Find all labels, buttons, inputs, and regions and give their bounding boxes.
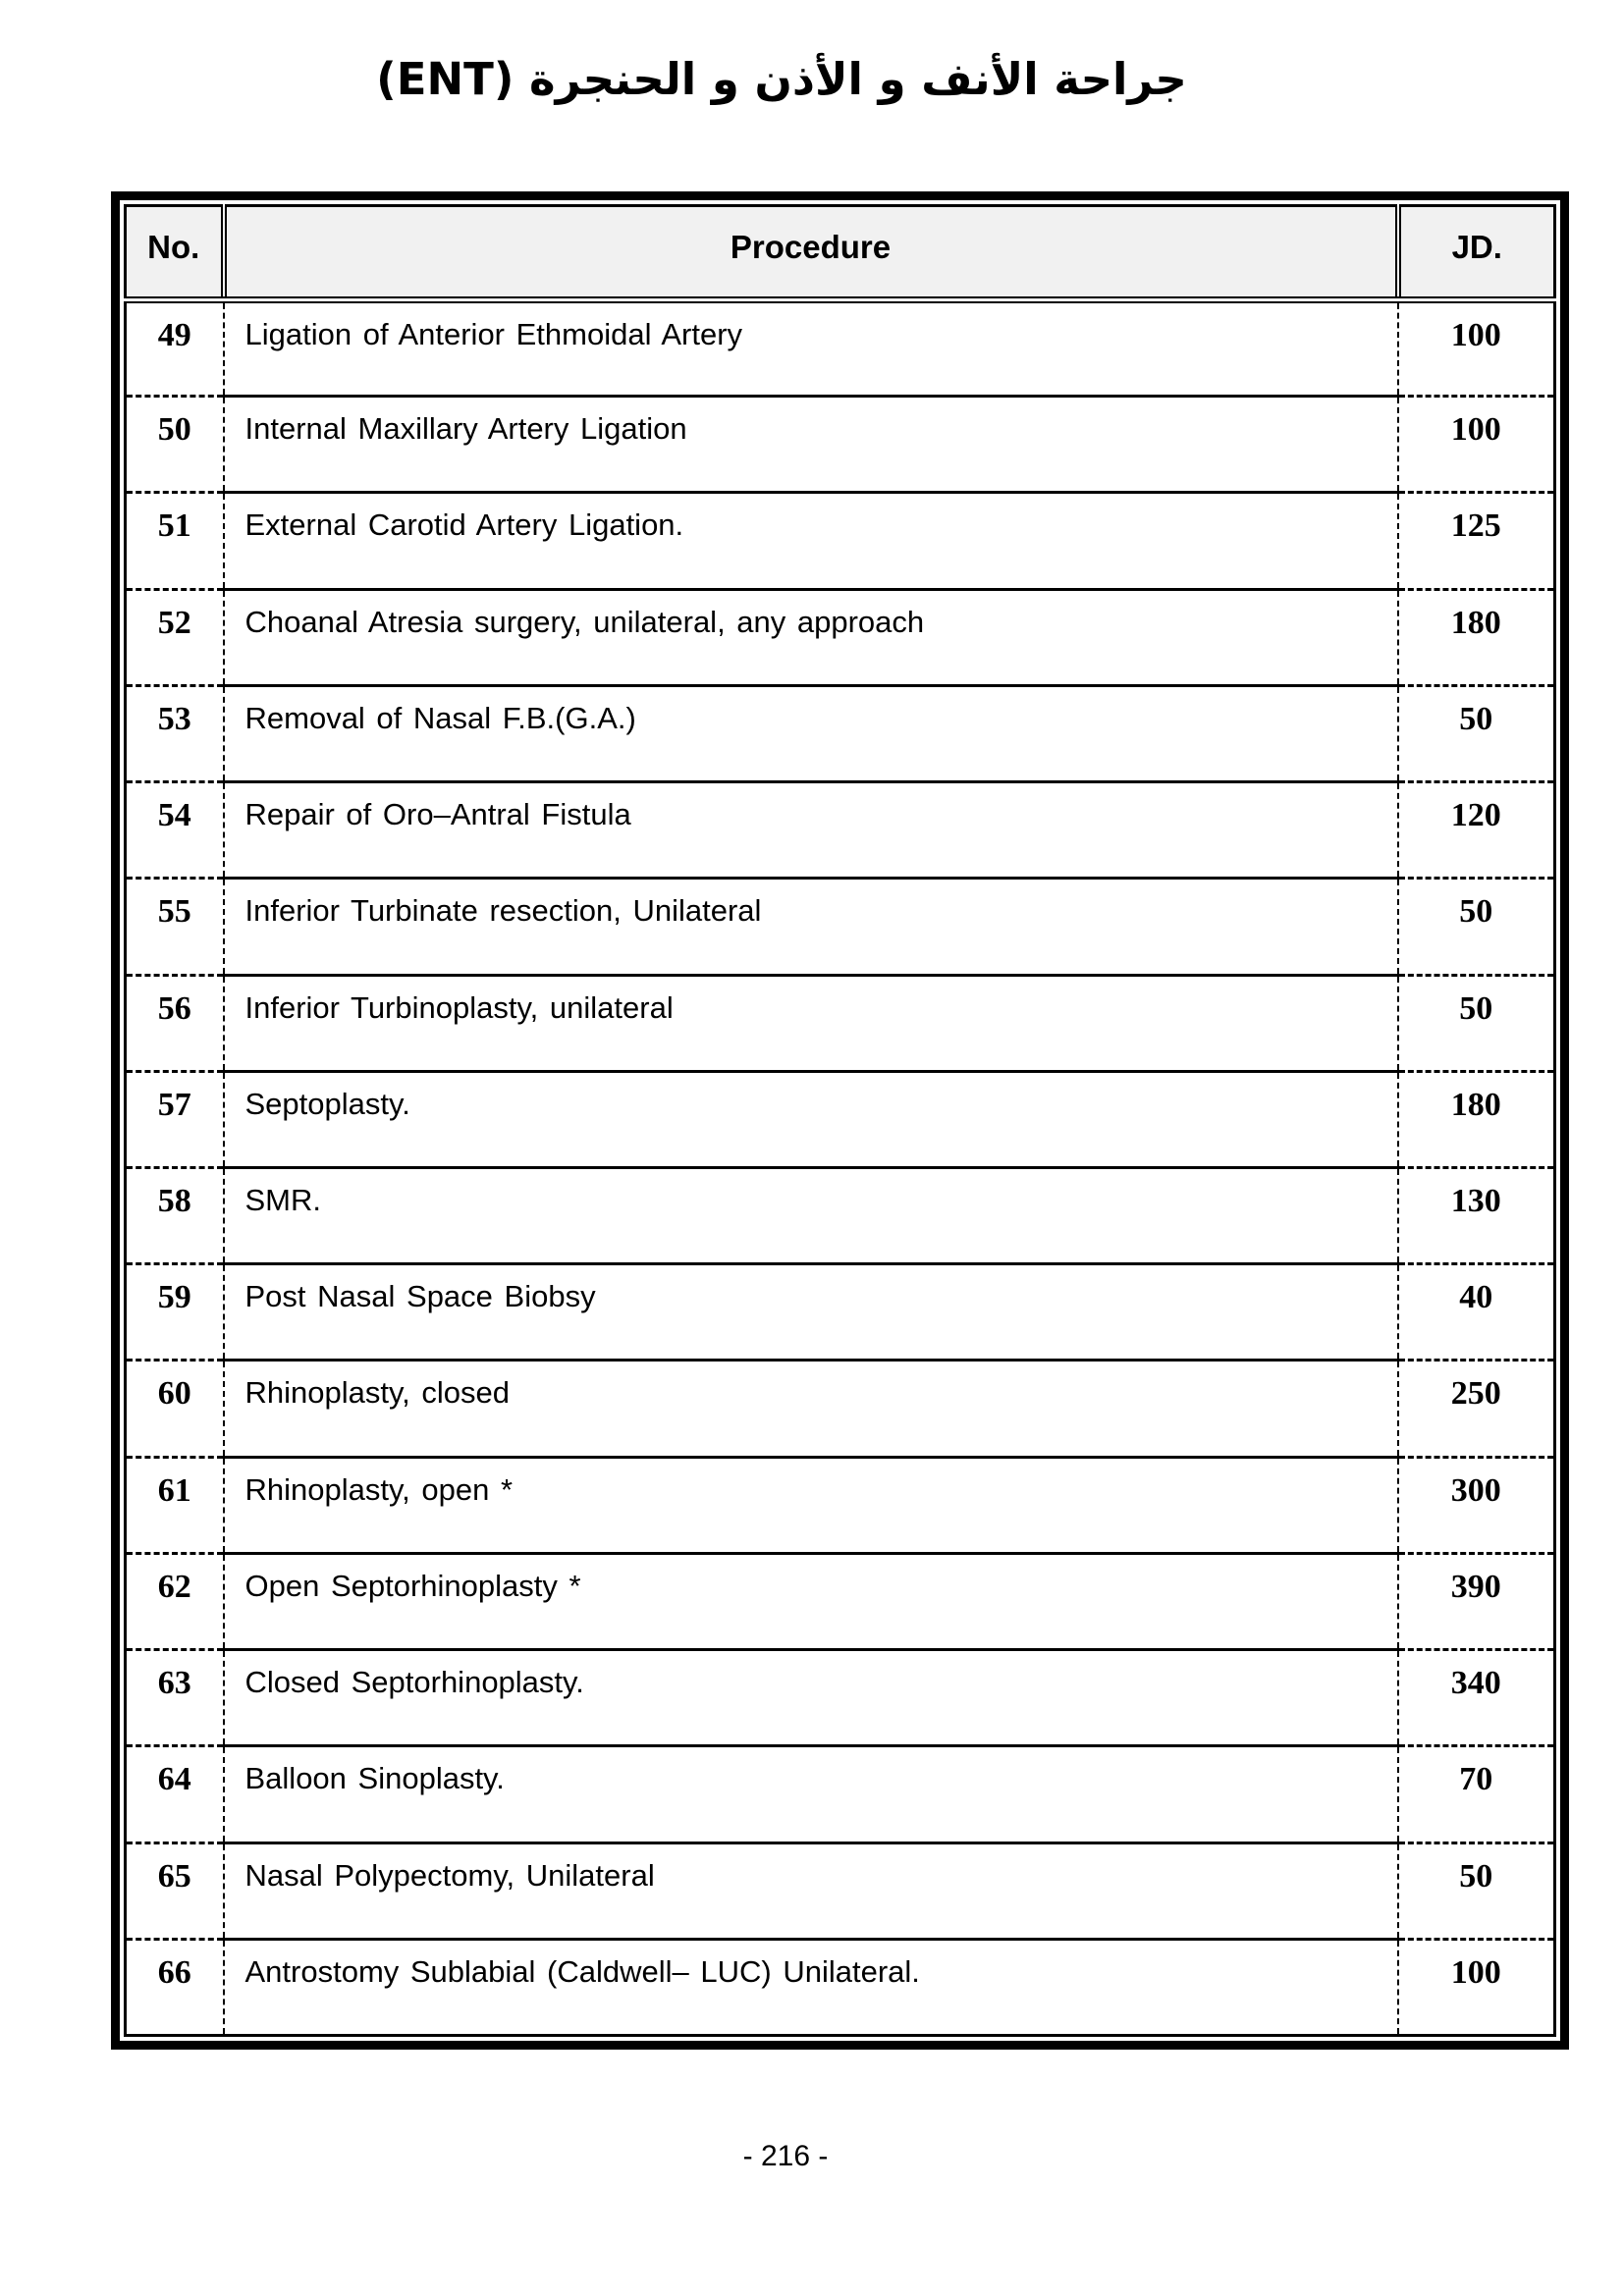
table-row: 60 Rhinoplasty, closed 250 <box>125 1360 1555 1459</box>
row-number: 50 <box>125 396 224 495</box>
table-row: 64 Balloon Sinoplasty. 70 <box>125 1745 1555 1844</box>
row-number: 59 <box>125 1263 224 1362</box>
table-header-row: No. Procedure JD. <box>125 204 1555 303</box>
row-price: 130 <box>1397 1167 1555 1266</box>
table-row: 51 External Carotid Artery Ligation. 125 <box>125 492 1555 591</box>
row-price: 100 <box>1397 1939 1555 2038</box>
row-price: 50 <box>1397 878 1555 977</box>
row-procedure: Choanal Atresia surgery, unilateral, any… <box>222 589 1399 687</box>
row-procedure: Septoplasty. <box>222 1071 1399 1169</box>
row-price: 300 <box>1397 1457 1555 1555</box>
row-price: 125 <box>1397 492 1555 591</box>
row-number: 65 <box>125 1842 224 1941</box>
row-procedure: Open Septorhinoplasty * <box>222 1553 1399 1652</box>
row-price: 250 <box>1397 1360 1555 1459</box>
row-number: 56 <box>125 975 224 1073</box>
row-procedure: Removal of Nasal F.B.(G.A.) <box>222 685 1399 784</box>
row-procedure: Internal Maxillary Artery Ligation <box>222 396 1399 495</box>
table-row: 65 Nasal Polypectomy, Unilateral 50 <box>125 1842 1555 1941</box>
row-procedure: Nasal Polypectomy, Unilateral <box>222 1842 1399 1941</box>
row-number: 49 <box>125 299 224 399</box>
row-number: 61 <box>125 1457 224 1555</box>
row-number: 63 <box>125 1649 224 1748</box>
row-number: 53 <box>125 685 224 784</box>
table-row: 63 Closed Septorhinoplasty. 340 <box>125 1649 1555 1748</box>
row-number: 60 <box>125 1360 224 1459</box>
row-number: 52 <box>125 589 224 687</box>
table-row: 55 Inferior Turbinate resection, Unilate… <box>125 878 1555 977</box>
row-price: 180 <box>1397 589 1555 687</box>
procedures-table: No. Procedure JD. 49 Ligation of Anterio… <box>124 204 1556 2038</box>
procedures-table-frame: No. Procedure JD. 49 Ligation of Anterio… <box>111 191 1569 2050</box>
table-row: 49 Ligation of Anterior Ethmoidal Artery… <box>125 299 1555 399</box>
header-no: No. <box>125 204 224 303</box>
row-procedure: Repair of Oro–Antral Fistula <box>222 781 1399 881</box>
row-price: 180 <box>1397 1071 1555 1169</box>
row-number: 55 <box>125 878 224 977</box>
row-price: 40 <box>1397 1263 1555 1362</box>
row-price: 50 <box>1397 1842 1555 1941</box>
row-procedure: Closed Septorhinoplasty. <box>222 1649 1399 1748</box>
table-row: 59 Post Nasal Space Biobsy 40 <box>125 1263 1555 1362</box>
table-row: 66 Antrostomy Sublabial (Caldwell– LUC) … <box>125 1939 1555 2038</box>
row-procedure: Post Nasal Space Biobsy <box>222 1263 1399 1362</box>
row-price: 390 <box>1397 1553 1555 1652</box>
row-procedure: Balloon Sinoplasty. <box>222 1745 1399 1844</box>
table-row: 61 Rhinoplasty, open * 300 <box>125 1457 1555 1555</box>
row-procedure: External Carotid Artery Ligation. <box>222 492 1399 591</box>
row-number: 54 <box>125 781 224 881</box>
row-procedure: Antrostomy Sublabial (Caldwell– LUC) Uni… <box>222 1939 1399 2038</box>
row-number: 62 <box>125 1553 224 1652</box>
table-row: 53 Removal of Nasal F.B.(G.A.) 50 <box>125 685 1555 784</box>
row-price: 120 <box>1397 781 1555 881</box>
table-row: 52 Choanal Atresia surgery, unilateral, … <box>125 589 1555 687</box>
row-procedure: Ligation of Anterior Ethmoidal Artery <box>222 299 1399 399</box>
row-procedure: Rhinoplasty, open * <box>222 1457 1399 1555</box>
row-number: 64 <box>125 1745 224 1844</box>
table-row: 50 Internal Maxillary Artery Ligation 10… <box>125 396 1555 495</box>
row-number: 66 <box>125 1939 224 2038</box>
table-row: 58 SMR. 130 <box>125 1167 1555 1266</box>
table-row: 62 Open Septorhinoplasty * 390 <box>125 1553 1555 1652</box>
table-row: 54 Repair of Oro–Antral Fistula 120 <box>125 781 1555 881</box>
row-procedure: Inferior Turbinate resection, Unilateral <box>222 878 1399 977</box>
table-row: 57 Septoplasty. 180 <box>125 1071 1555 1169</box>
row-price: 70 <box>1397 1745 1555 1844</box>
row-price: 50 <box>1397 975 1555 1073</box>
header-procedure: Procedure <box>220 204 1401 303</box>
table-row: 56 Inferior Turbinoplasty, unilateral 50 <box>125 975 1555 1073</box>
row-price: 100 <box>1397 396 1555 495</box>
page-title: جراحة الأنف و الأذن و الحنجرة (ENT) <box>376 53 1187 105</box>
row-procedure: SMR. <box>222 1167 1399 1266</box>
row-procedure: Rhinoplasty, closed <box>222 1360 1399 1459</box>
row-number: 58 <box>125 1167 224 1266</box>
row-price: 50 <box>1397 685 1555 784</box>
page-number: - 216 - <box>742 2140 829 2172</box>
header-jd: JD. <box>1397 204 1555 303</box>
row-price: 340 <box>1397 1649 1555 1748</box>
row-procedure: Inferior Turbinoplasty, unilateral <box>222 975 1399 1073</box>
row-number: 51 <box>125 492 224 591</box>
row-price: 100 <box>1397 299 1555 399</box>
row-number: 57 <box>125 1071 224 1169</box>
